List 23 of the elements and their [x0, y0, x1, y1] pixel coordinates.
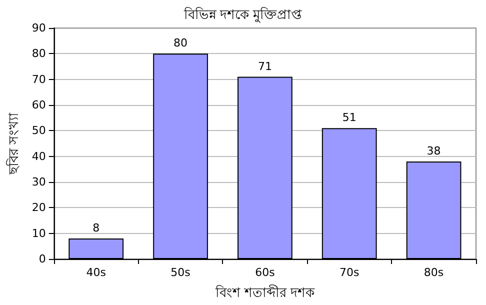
y-tick-label: 50: [32, 124, 46, 138]
y-tick-label: 90: [32, 22, 46, 34]
data-label: 51: [342, 111, 356, 124]
y-tick-label: 70: [32, 72, 46, 86]
y-tick-label: 10: [32, 226, 46, 240]
x-tick-label: 50s: [170, 266, 191, 279]
y-tick-label: 20: [32, 201, 46, 214]
x-tick-label: 70s: [340, 266, 360, 279]
data-label: 38: [426, 144, 441, 158]
y-axis-title: ছবির সংখ্যা: [6, 112, 22, 176]
data-label: 8: [92, 221, 100, 234]
x-tick-label: 80s: [424, 266, 444, 279]
y-tick-label: 0: [38, 252, 46, 266]
y-tick-label: 60: [32, 98, 46, 112]
data-label: 71: [258, 60, 272, 73]
x-axis-title: বিংশ শতাব্দীর দশক: [214, 285, 316, 301]
y-tick-label: 40: [32, 150, 46, 163]
y-tick-label: 80: [32, 47, 46, 60]
x-tick-label: 40s: [86, 266, 106, 279]
y-tick-label: 30: [32, 176, 46, 188]
x-tick-label: 60s: [255, 266, 276, 279]
data-label: 80: [174, 36, 188, 50]
chart-title: বিভিন্ন দশকে মুক্তিপ্রাপ্ত: [182, 7, 302, 23]
